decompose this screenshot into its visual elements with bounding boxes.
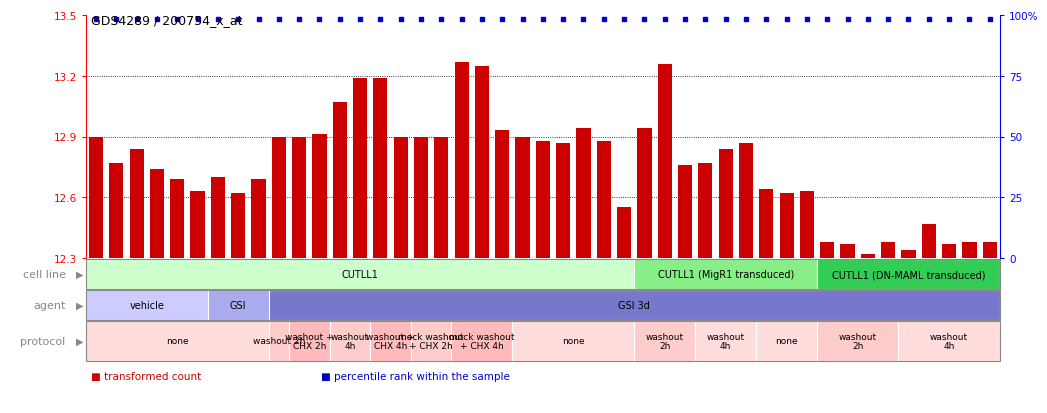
Bar — [371, 321, 410, 361]
Text: agent: agent — [34, 300, 66, 310]
Bar — [556, 143, 571, 259]
Bar — [658, 64, 672, 259]
Bar — [942, 244, 956, 259]
Bar — [353, 78, 367, 259]
Bar — [678, 166, 692, 259]
Text: protocol: protocol — [20, 336, 66, 346]
Text: washout +
CHX 4h: washout + CHX 4h — [366, 332, 415, 351]
Bar — [962, 242, 977, 259]
Bar — [841, 244, 854, 259]
Bar — [861, 254, 875, 259]
Text: vehicle: vehicle — [130, 300, 164, 310]
Bar — [292, 137, 306, 259]
Text: ▶: ▶ — [76, 300, 84, 310]
Bar — [86, 259, 634, 289]
Bar — [171, 180, 184, 259]
Bar — [495, 131, 509, 259]
Bar — [130, 149, 143, 259]
Text: washout +
CHX 2h: washout + CHX 2h — [285, 332, 334, 351]
Bar — [191, 192, 204, 259]
Bar — [475, 66, 489, 259]
Bar — [251, 180, 266, 259]
Bar — [454, 62, 469, 259]
Text: mock washout
+ CHX 2h: mock washout + CHX 2h — [399, 332, 464, 351]
Text: washout 2h: washout 2h — [252, 337, 305, 346]
Bar — [983, 242, 997, 259]
Bar — [451, 321, 512, 361]
Bar — [638, 129, 651, 259]
Text: washout
4h: washout 4h — [331, 332, 369, 351]
Bar — [698, 164, 712, 259]
Bar — [921, 224, 936, 259]
Bar — [86, 290, 207, 320]
Bar — [207, 290, 269, 320]
Bar — [86, 321, 269, 361]
Bar — [800, 192, 814, 259]
Bar — [634, 259, 817, 289]
Bar — [617, 208, 631, 259]
Bar — [109, 164, 124, 259]
Bar — [231, 194, 245, 259]
Bar — [435, 137, 448, 259]
Text: GDS4289 / 200754_x_at: GDS4289 / 200754_x_at — [91, 14, 243, 27]
Bar — [515, 137, 530, 259]
Bar — [312, 135, 327, 259]
Text: cell line: cell line — [23, 269, 66, 279]
Text: CUTLL1: CUTLL1 — [341, 269, 379, 279]
Bar — [210, 178, 225, 259]
Bar — [289, 321, 330, 361]
Text: none: none — [165, 337, 188, 346]
Bar — [330, 321, 371, 361]
Bar — [394, 137, 407, 259]
Text: none: none — [775, 337, 798, 346]
Bar — [89, 137, 103, 259]
Bar — [756, 321, 817, 361]
Text: washout
2h: washout 2h — [839, 332, 876, 351]
Bar — [577, 129, 591, 259]
Bar — [597, 141, 610, 259]
Bar — [695, 321, 756, 361]
Bar — [882, 242, 895, 259]
Text: CUTLL1 (DN-MAML transduced): CUTLL1 (DN-MAML transduced) — [831, 269, 985, 279]
Bar — [269, 290, 1000, 320]
Text: GSI 3d: GSI 3d — [619, 300, 650, 310]
Text: none: none — [562, 337, 584, 346]
Bar — [272, 137, 286, 259]
Text: washout
4h: washout 4h — [707, 332, 744, 351]
Bar — [333, 103, 347, 259]
Text: ▶: ▶ — [76, 269, 84, 279]
Bar — [536, 141, 550, 259]
Bar — [759, 190, 774, 259]
Bar — [901, 250, 915, 259]
Text: ■ transformed count: ■ transformed count — [91, 371, 201, 381]
Bar — [150, 169, 164, 259]
Bar — [817, 321, 898, 361]
Bar — [634, 321, 695, 361]
Bar — [817, 259, 1000, 289]
Text: CUTLL1 (MigR1 transduced): CUTLL1 (MigR1 transduced) — [658, 269, 794, 279]
Bar — [410, 321, 451, 361]
Text: washout
2h: washout 2h — [646, 332, 684, 351]
Text: mock washout
+ CHX 4h: mock washout + CHX 4h — [449, 332, 515, 351]
Bar — [780, 194, 794, 259]
Text: ▶: ▶ — [76, 336, 84, 346]
Bar — [269, 321, 289, 361]
Bar — [374, 78, 387, 259]
Bar — [820, 242, 834, 259]
Bar — [512, 321, 634, 361]
Bar — [898, 321, 1000, 361]
Bar — [414, 137, 428, 259]
Text: washout
4h: washout 4h — [930, 332, 968, 351]
Bar — [718, 149, 733, 259]
Text: GSI: GSI — [230, 300, 246, 310]
Text: ■ percentile rank within the sample: ■ percentile rank within the sample — [321, 371, 510, 381]
Bar — [739, 143, 753, 259]
